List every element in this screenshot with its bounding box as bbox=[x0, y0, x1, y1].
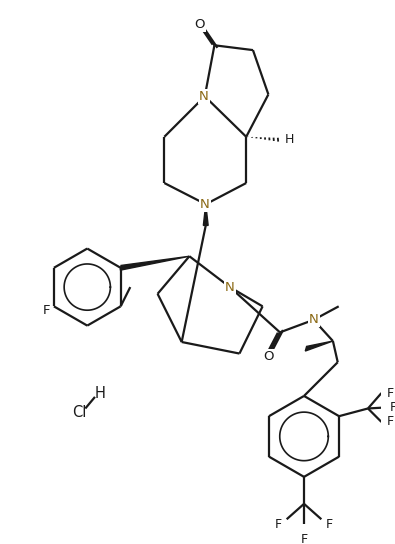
Text: H: H bbox=[285, 133, 294, 146]
Polygon shape bbox=[305, 341, 333, 351]
Text: Cl: Cl bbox=[72, 405, 87, 420]
Text: N: N bbox=[200, 197, 210, 211]
Text: F: F bbox=[42, 304, 50, 317]
Text: H: H bbox=[94, 386, 105, 400]
Text: F: F bbox=[386, 387, 393, 399]
Text: O: O bbox=[195, 17, 205, 30]
Text: F: F bbox=[390, 401, 395, 414]
Text: N: N bbox=[199, 90, 209, 103]
Text: F: F bbox=[326, 517, 333, 530]
Polygon shape bbox=[203, 204, 208, 225]
Text: O: O bbox=[263, 350, 274, 363]
Text: F: F bbox=[386, 416, 393, 429]
Text: N: N bbox=[225, 281, 235, 294]
Polygon shape bbox=[120, 256, 189, 270]
Text: F: F bbox=[301, 533, 308, 544]
Text: N: N bbox=[309, 313, 318, 326]
Text: F: F bbox=[275, 517, 282, 530]
